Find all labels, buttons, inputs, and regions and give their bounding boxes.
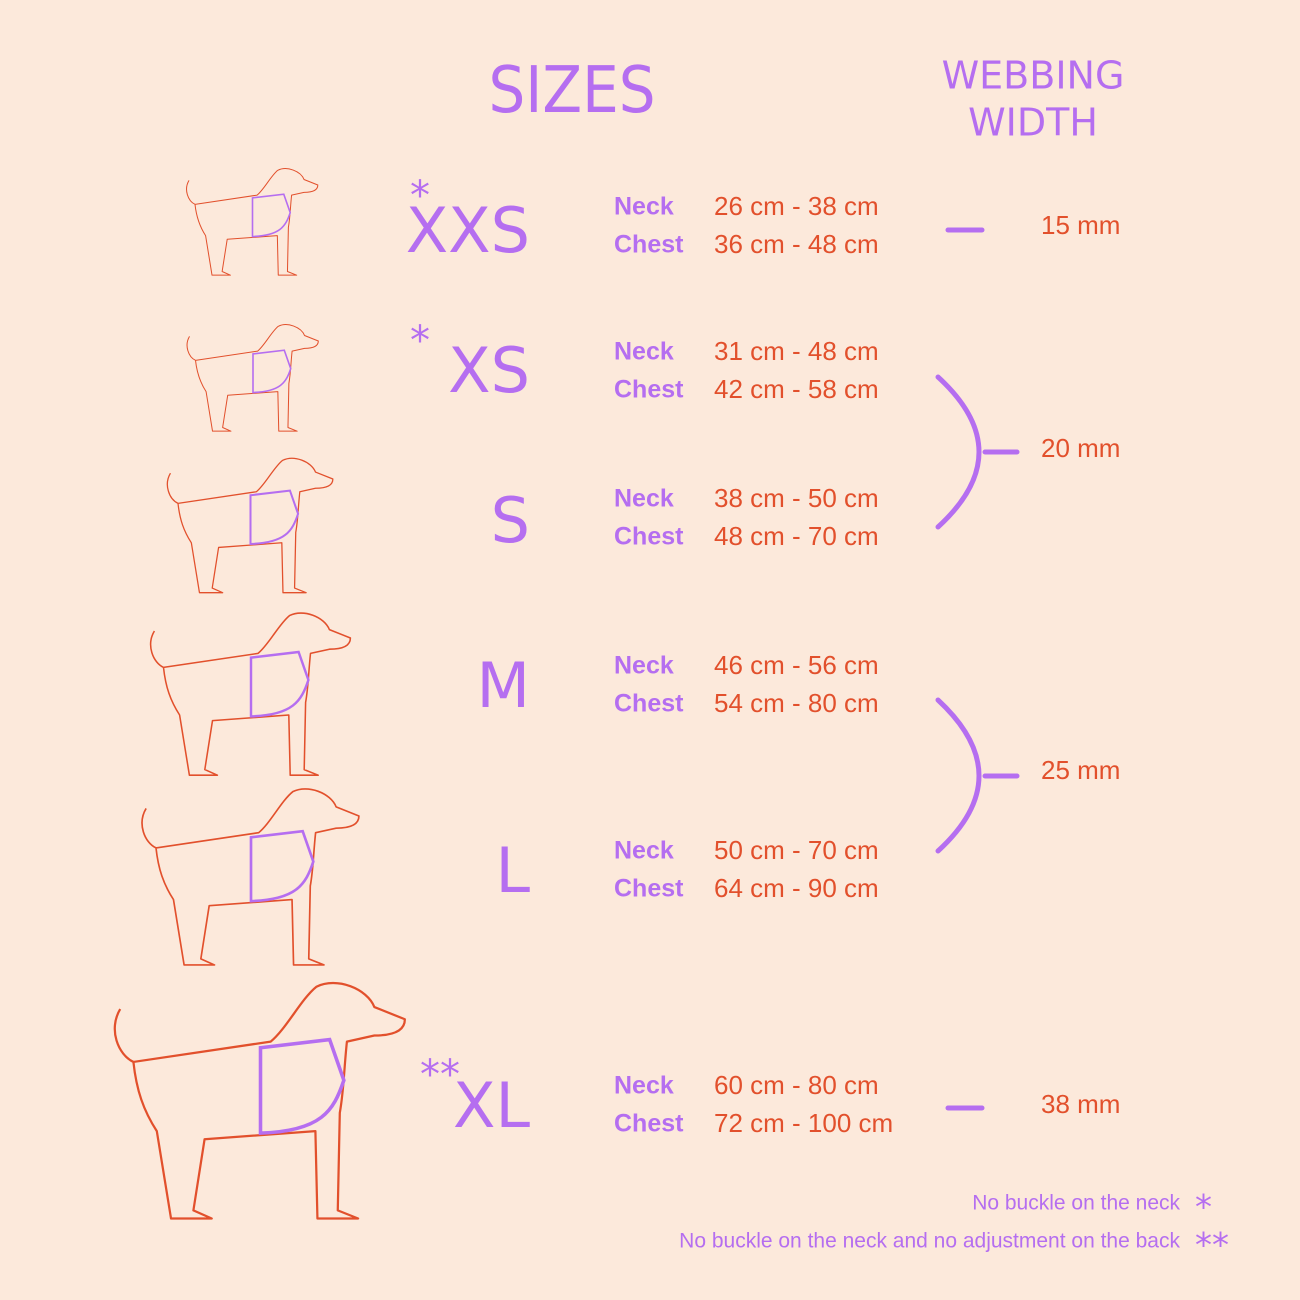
neck-range: 60 cm - 80 cm bbox=[714, 1070, 879, 1100]
neck-range: 26 cm - 38 cm bbox=[714, 191, 879, 221]
webbing-width: 25 mm bbox=[1041, 755, 1120, 785]
chest-range: 64 cm - 90 cm bbox=[714, 873, 879, 903]
footnote: No buckle on the neck bbox=[972, 1192, 1180, 1215]
chest-range: 54 cm - 80 cm bbox=[714, 688, 879, 718]
chest-label: Chest bbox=[614, 690, 684, 718]
webbing-width: 38 mm bbox=[1041, 1089, 1120, 1119]
chest-label: Chest bbox=[614, 1110, 684, 1138]
neck-label: Neck bbox=[614, 652, 674, 680]
neck-label: Neck bbox=[614, 485, 674, 513]
webbing-width: 15 mm bbox=[1041, 210, 1120, 240]
size-name: S bbox=[491, 484, 530, 557]
footnote-marker: * bbox=[1195, 1188, 1212, 1228]
title: SIZES bbox=[488, 53, 655, 127]
footnote: No buckle on the neck and no adjustment … bbox=[679, 1230, 1180, 1253]
chest-range: 36 cm - 48 cm bbox=[714, 229, 879, 259]
neck-range: 38 cm - 50 cm bbox=[714, 483, 879, 513]
chest-range: 72 cm - 100 cm bbox=[714, 1108, 893, 1138]
size-marker: ** bbox=[420, 1052, 460, 1098]
chest-label: Chest bbox=[614, 231, 684, 259]
neck-range: 31 cm - 48 cm bbox=[714, 336, 879, 366]
size-name: M bbox=[477, 649, 531, 722]
size-marker: * bbox=[410, 318, 430, 364]
chest-range: 42 cm - 58 cm bbox=[714, 374, 879, 404]
chest-label: Chest bbox=[614, 523, 684, 551]
neck-range: 46 cm - 56 cm bbox=[714, 650, 879, 680]
chest-label: Chest bbox=[614, 875, 684, 903]
webbing-markers bbox=[935, 227, 1020, 1111]
size-marker: * bbox=[410, 173, 430, 219]
footnote-marker: ** bbox=[1195, 1226, 1229, 1266]
webbing-title: WEBBING bbox=[942, 54, 1125, 98]
chest-range: 48 cm - 70 cm bbox=[714, 521, 879, 551]
neck-label: Neck bbox=[614, 338, 674, 366]
webbing-title: WIDTH bbox=[968, 101, 1098, 145]
webbing-bracket bbox=[935, 697, 1020, 854]
neck-label: Neck bbox=[614, 1072, 674, 1100]
neck-range: 50 cm - 70 cm bbox=[714, 835, 879, 865]
size-name: XXS bbox=[406, 194, 530, 267]
size-name: XS bbox=[448, 334, 530, 407]
neck-label: Neck bbox=[614, 193, 674, 221]
neck-label: Neck bbox=[614, 837, 674, 865]
chest-label: Chest bbox=[614, 376, 684, 404]
webbing-width: 20 mm bbox=[1041, 433, 1120, 463]
webbing-bracket bbox=[935, 374, 1020, 530]
size-name: XL bbox=[453, 1069, 530, 1142]
size-name: L bbox=[495, 834, 530, 907]
